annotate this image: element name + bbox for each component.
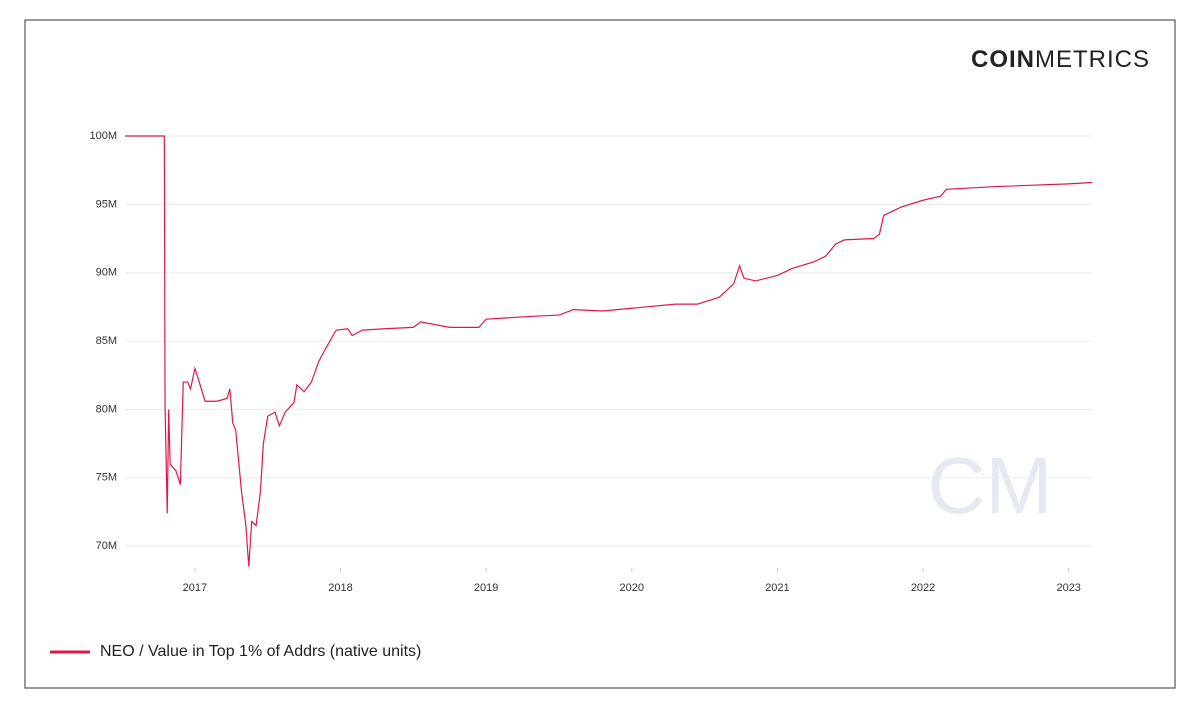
y-tick-label: 85M <box>96 335 117 347</box>
legend-label: NEO / Value in Top 1% of Addrs (native u… <box>100 643 421 660</box>
x-tick-label: 2020 <box>620 582 644 594</box>
x-tick-label: 2021 <box>765 582 789 594</box>
logo-light: METRICS <box>1035 46 1150 73</box>
x-tick-label: 2019 <box>474 582 498 594</box>
x-tick-label: 2023 <box>1056 582 1080 594</box>
x-tick-label: 2022 <box>911 582 935 594</box>
y-tick-label: 95M <box>96 198 117 210</box>
y-tick-label: 75M <box>96 472 117 484</box>
y-tick-label: 70M <box>96 540 117 552</box>
y-tick-label: 90M <box>96 267 117 279</box>
y-tick-label: 80M <box>96 403 117 415</box>
x-tick-label: 2017 <box>183 582 207 594</box>
frame <box>24 19 1176 689</box>
logo: COINMETRICS <box>971 46 1150 73</box>
x-tick-label: 2018 <box>328 582 352 594</box>
y-tick-label: 100M <box>89 130 117 142</box>
logo-bold: COIN <box>971 46 1035 73</box>
data-line <box>125 135 1093 567</box>
watermark: CM <box>928 441 1052 530</box>
